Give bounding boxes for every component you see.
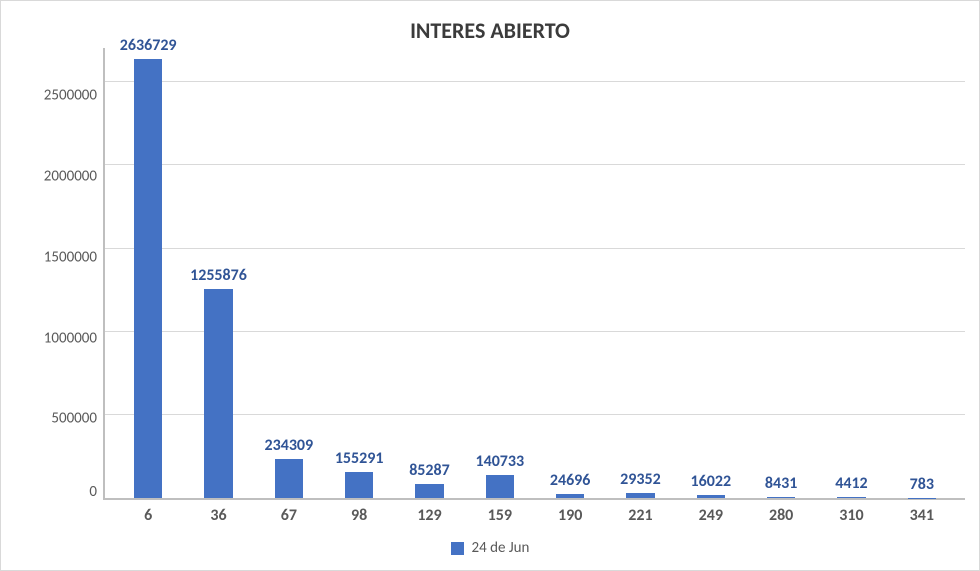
chart-body: 2500000 2000000 1500000 1000000 500000 0 2636… bbox=[15, 48, 965, 557]
x-tick: 6 bbox=[113, 506, 183, 525]
chart-container: INTERES ABIERTO 250000020000001500000100… bbox=[0, 0, 980, 571]
bar-data-label: 155291 bbox=[335, 449, 384, 468]
bar bbox=[837, 497, 865, 498]
bar bbox=[415, 484, 443, 498]
bar bbox=[767, 497, 795, 498]
x-tick: 310 bbox=[816, 506, 886, 525]
bar bbox=[626, 493, 654, 498]
x-tick: 36 bbox=[183, 506, 253, 525]
x-tick: 190 bbox=[535, 506, 605, 525]
legend-swatch-icon bbox=[451, 542, 464, 555]
bar-slot: 2636729 bbox=[113, 48, 183, 498]
legend-label: 24 de Jun bbox=[472, 539, 530, 557]
bar-data-label: 783 bbox=[910, 475, 934, 494]
bar-data-label: 85287 bbox=[409, 461, 450, 480]
y-tick: 1000000 bbox=[44, 331, 97, 346]
bar-slot: 234309 bbox=[254, 48, 324, 498]
bar-slot: 8431 bbox=[746, 48, 816, 498]
bar-data-label: 1255876 bbox=[190, 266, 247, 285]
bars-layer: 2636729 1255876 234309 155291 85287 140733 246… bbox=[105, 48, 965, 498]
bar-slot: 155291 bbox=[324, 48, 394, 498]
bar bbox=[697, 495, 725, 498]
bar bbox=[345, 472, 373, 498]
x-tick: 159 bbox=[465, 506, 535, 525]
bar-data-label: 140733 bbox=[475, 452, 524, 471]
plot-row: 2500000 2000000 1500000 1000000 500000 0 2636… bbox=[15, 48, 965, 500]
y-tick: 1500000 bbox=[44, 250, 97, 265]
legend: 24 de Jun bbox=[15, 539, 965, 557]
bar-data-label: 29352 bbox=[620, 470, 661, 489]
bar bbox=[204, 289, 232, 498]
bar-data-label: 4412 bbox=[835, 474, 867, 493]
bar-slot: 1255876 bbox=[183, 48, 253, 498]
bar-data-label: 2636729 bbox=[120, 36, 177, 55]
x-tick: 249 bbox=[676, 506, 746, 525]
bar bbox=[275, 459, 303, 498]
bar-slot: 85287 bbox=[394, 48, 464, 498]
x-tick: 280 bbox=[746, 506, 816, 525]
bar-slot: 783 bbox=[887, 48, 957, 498]
bar bbox=[556, 494, 584, 498]
x-tick: 341 bbox=[887, 506, 957, 525]
bar-slot: 4412 bbox=[816, 48, 886, 498]
y-tick: 500000 bbox=[51, 412, 97, 427]
bar-data-label: 8431 bbox=[765, 474, 797, 493]
bar bbox=[486, 475, 514, 498]
y-axis: 2500000 2000000 1500000 1000000 500000 0 bbox=[15, 48, 103, 500]
x-axis: 6366798129159190221249280310341 bbox=[105, 500, 965, 525]
bar bbox=[134, 59, 162, 498]
bar-slot: 16022 bbox=[676, 48, 746, 498]
x-tick: 221 bbox=[605, 506, 675, 525]
bar-slot: 140733 bbox=[465, 48, 535, 498]
bar-slot: 24696 bbox=[535, 48, 605, 498]
y-tick: 2500000 bbox=[44, 89, 97, 104]
y-tick: 2000000 bbox=[44, 170, 97, 185]
x-tick: 98 bbox=[324, 506, 394, 525]
x-tick: 129 bbox=[394, 506, 464, 525]
bar-data-label: 234309 bbox=[264, 436, 313, 455]
bar-slot: 29352 bbox=[605, 48, 675, 498]
plot-area: 2636729 1255876 234309 155291 85287 140733 246… bbox=[103, 48, 965, 500]
y-tick: 0 bbox=[89, 485, 97, 500]
x-tick: 67 bbox=[254, 506, 324, 525]
bar-data-label: 16022 bbox=[691, 472, 732, 491]
bar-data-label: 24696 bbox=[550, 471, 591, 490]
